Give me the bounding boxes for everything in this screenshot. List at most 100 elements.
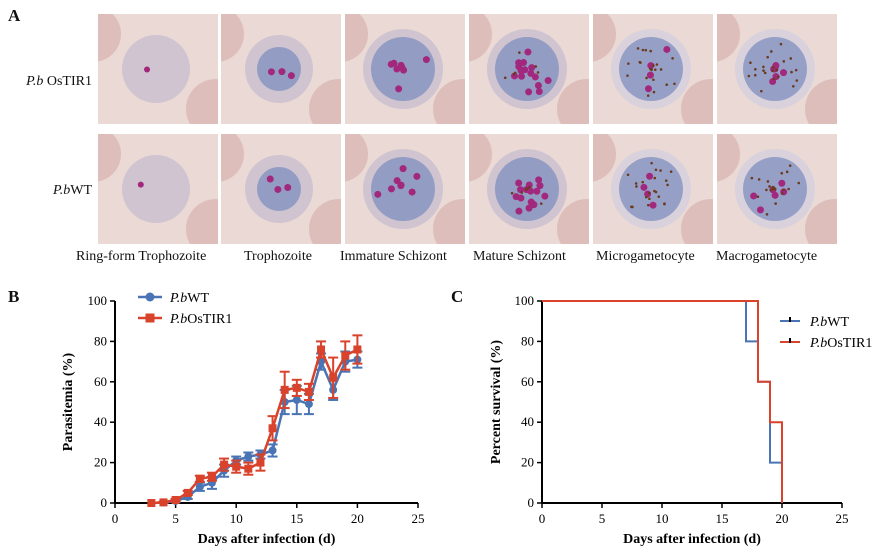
red-blood-cell <box>345 14 368 62</box>
hemozoin-pigment <box>753 73 757 77</box>
parasite-nucleus <box>515 207 523 215</box>
legend-label-suffix: OsTIR1 <box>827 336 872 351</box>
stage-label-ring-form: Ring-form Trophozoite <box>76 249 207 264</box>
red-blood-cell <box>98 14 121 62</box>
micrograph-tile <box>221 14 341 124</box>
micrograph-tile <box>593 14 713 124</box>
y-tick-label: 80 <box>94 333 107 348</box>
hemozoin-pigment <box>789 57 793 60</box>
hemozoin-pigment <box>749 61 752 65</box>
hemozoin-pigment <box>647 191 651 195</box>
hemozoin-pigment <box>520 191 524 194</box>
x-tick-label: 5 <box>172 511 179 526</box>
parasite-nucleus <box>541 192 549 200</box>
data-point <box>304 387 313 396</box>
hemozoin-pigment <box>772 77 776 81</box>
y-tick-label: 100 <box>88 293 108 308</box>
y-tick-label: 0 <box>528 495 535 510</box>
y-axis-label: Percent survival (%) <box>489 340 504 464</box>
parasite-nucleus <box>266 175 274 183</box>
x-tick-label: 0 <box>539 511 546 526</box>
micrograph-image <box>221 134 341 244</box>
hemozoin-pigment <box>646 203 650 207</box>
hemozoin-pigment <box>510 191 514 195</box>
hemozoin-pigment <box>638 60 642 64</box>
parasite-nucleus <box>515 59 523 67</box>
hemozoin-pigment <box>763 71 767 75</box>
x-tick-label: 25 <box>412 511 425 526</box>
micrograph-image <box>469 14 589 124</box>
red-blood-cell <box>681 79 713 124</box>
data-point <box>171 495 180 504</box>
parasite-cytoplasm <box>619 157 683 221</box>
x-tick-label: 15 <box>290 511 303 526</box>
data-point <box>341 351 350 360</box>
hemozoin-pigment <box>771 66 775 69</box>
micrograph-tile <box>469 134 589 244</box>
x-tick-label: 25 <box>836 511 849 526</box>
row-label-wt: P.bWT <box>0 183 92 199</box>
hemozoin-pigment <box>655 63 659 66</box>
legend-label: P.bOsTIR1 <box>809 336 872 351</box>
row-label-ostir1: P.b OsTIR1 <box>0 74 92 90</box>
hemozoin-pigment <box>750 176 754 180</box>
hemozoin-pigment <box>653 176 657 180</box>
hemozoin-pigment <box>653 189 656 193</box>
red-blood-cell <box>593 134 616 182</box>
hemozoin-pigment <box>634 182 638 185</box>
y-tick-label: 0 <box>101 495 108 510</box>
parasite-nucleus <box>527 69 535 77</box>
data-point <box>317 345 326 354</box>
data-point <box>292 395 301 404</box>
x-tick-label: 20 <box>776 511 789 526</box>
parasite-nucleus <box>649 201 657 209</box>
x-axis-label: Days after infection (d) <box>198 532 336 547</box>
data-point <box>244 452 253 461</box>
hemozoin-pigment <box>762 69 765 72</box>
red-blood-cell <box>186 199 218 244</box>
hemozoin-pigment <box>762 65 765 69</box>
x-tick-label: 10 <box>656 511 669 526</box>
row-label-species: P.b <box>26 74 44 89</box>
parasite-nucleus <box>647 62 655 70</box>
parasite-nucleus <box>520 59 528 67</box>
parasite-nucleus <box>525 88 533 96</box>
hemozoin-pigment <box>649 49 653 53</box>
micrograph-tile <box>345 134 465 244</box>
hemozoin-pigment <box>626 74 629 77</box>
data-point <box>329 373 338 382</box>
parasite-nucleus <box>778 179 786 187</box>
hemozoin-pigment <box>782 188 785 192</box>
hemozoin-pigment <box>652 78 655 82</box>
parasite-nucleus <box>274 185 282 193</box>
parasite-nucleus <box>644 190 652 198</box>
micrograph-image <box>345 14 465 124</box>
data-point <box>195 474 204 483</box>
red-blood-cell <box>345 134 368 182</box>
parasite-nucleus <box>399 165 407 173</box>
parasite-nucleus <box>395 85 403 93</box>
hemozoin-pigment <box>635 185 638 188</box>
parasite-nucleus <box>535 87 543 95</box>
x-tick-label: 5 <box>599 511 606 526</box>
data-point <box>292 383 301 392</box>
x-tick-label: 15 <box>716 511 729 526</box>
hemozoin-pigment <box>513 71 517 75</box>
hemozoin-pigment <box>779 42 783 46</box>
hemozoin-pigment <box>636 47 640 50</box>
hemozoin-pigment <box>771 69 774 73</box>
hemozoin-pigment <box>777 75 780 79</box>
parasite-nucleus <box>521 66 529 74</box>
legend-label-suffix: WT <box>187 291 209 306</box>
hemozoin-pigment <box>754 67 757 71</box>
red-blood-cell <box>593 14 616 62</box>
red-blood-cell <box>309 199 341 244</box>
parasite-nucleus <box>278 68 286 76</box>
survival-curve <box>542 300 783 503</box>
data-point <box>195 482 204 491</box>
data-point <box>304 400 313 409</box>
legend-marker <box>145 292 155 302</box>
micrograph-image <box>593 134 713 244</box>
micrograph-tile <box>221 134 341 244</box>
hemozoin-pigment <box>770 50 773 53</box>
